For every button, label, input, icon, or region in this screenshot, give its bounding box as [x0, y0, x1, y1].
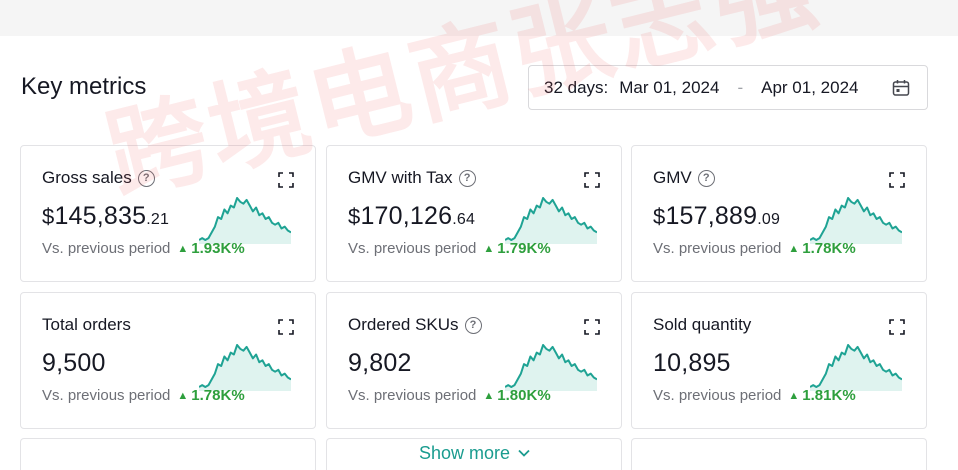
delta-badge: ▲ 1.78K% — [177, 387, 245, 404]
help-icon[interactable]: ? — [697, 169, 715, 187]
sparkline-area — [810, 198, 902, 244]
comparison: Vs. previous period ▲ 1.78K% — [42, 387, 245, 404]
sparkline-chart — [810, 197, 902, 244]
date-range-start: Mar 01, 2024 — [619, 77, 720, 97]
delta-badge: ▲ 1.93K% — [177, 240, 245, 257]
date-range-picker[interactable]: 32 days: Mar 01, 2024 - Apr 01, 2024 — [528, 65, 928, 110]
sparkline-line — [810, 344, 902, 388]
sparkline-chart — [199, 344, 291, 391]
date-range-end: Apr 01, 2024 — [761, 77, 859, 97]
expand-icon[interactable] — [278, 319, 294, 335]
arrow-up-icon: ▲ — [483, 242, 495, 255]
metric-value: 9,802 — [348, 349, 412, 377]
help-icon[interactable]: ? — [137, 169, 155, 187]
arrow-up-icon: ▲ — [177, 242, 189, 255]
metric-title: Gross sales? — [42, 168, 155, 188]
metric-value: $157,889.09 — [653, 202, 781, 230]
sparkline-area — [505, 345, 597, 391]
page-title: Key metrics — [21, 73, 147, 100]
sparkline-line — [199, 197, 291, 241]
show-more-button[interactable]: Show more — [417, 442, 533, 464]
metric-value: 10,895 — [653, 349, 731, 377]
metric-card-sold-quantity[interactable]: Sold quantity 10,895 Vs. previous period… — [631, 292, 927, 429]
expand-icon[interactable] — [584, 172, 600, 188]
sparkline-line — [199, 344, 291, 388]
arrow-up-icon: ▲ — [177, 389, 189, 402]
sparkline-chart — [505, 197, 597, 244]
arrow-up-icon: ▲ — [483, 389, 495, 402]
sparkline-line — [810, 197, 902, 241]
arrow-up-icon: ▲ — [788, 242, 800, 255]
sparkline-area — [199, 345, 291, 391]
sparkline-area — [505, 198, 597, 244]
metric-value: $170,126.64 — [348, 202, 476, 230]
sparkline-line — [505, 344, 597, 388]
comparison: Vs. previous period ▲ 1.93K% — [42, 240, 245, 257]
metric-card-partial — [631, 438, 927, 470]
calendar-icon[interactable] — [892, 79, 910, 97]
comparison: Vs. previous period ▲ 1.81K% — [653, 387, 856, 404]
expand-icon[interactable] — [889, 319, 905, 335]
metric-card-ordered-skus[interactable]: Ordered SKUs? 9,802 Vs. previous period … — [326, 292, 622, 429]
delta-badge: ▲ 1.81K% — [788, 387, 856, 404]
metric-card-total-orders[interactable]: Total orders 9,500 Vs. previous period ▲… — [20, 292, 316, 429]
metric-value: $145,835.21 — [42, 202, 170, 230]
arrow-up-icon: ▲ — [788, 389, 800, 402]
expand-icon[interactable] — [584, 319, 600, 335]
sparkline-line — [505, 197, 597, 241]
sparkline-chart — [199, 197, 291, 244]
comparison: Vs. previous period ▲ 1.80K% — [348, 387, 551, 404]
metric-title: Total orders — [42, 315, 131, 334]
comparison: Vs. previous period ▲ 1.78K% — [653, 240, 856, 257]
sparkline-chart — [810, 344, 902, 391]
metric-card-gmv-with-tax[interactable]: GMV with Tax? $170,126.64 Vs. previous p… — [326, 145, 622, 282]
date-range-separator: - — [737, 77, 744, 97]
delta-badge: ▲ 1.80K% — [483, 387, 551, 404]
metric-title: GMV with Tax? — [348, 168, 476, 188]
metric-title: GMV? — [653, 168, 715, 188]
delta-badge: ▲ 1.78K% — [788, 240, 856, 257]
help-icon[interactable]: ? — [458, 169, 476, 187]
metric-value: 9,500 — [42, 349, 106, 377]
metric-card-partial — [20, 438, 316, 470]
comparison: Vs. previous period ▲ 1.79K% — [348, 240, 551, 257]
sparkline-area — [199, 198, 291, 244]
metric-title: Ordered SKUs? — [348, 315, 482, 335]
sparkline-chart — [505, 344, 597, 391]
date-range-label: 32 days: — [544, 77, 609, 97]
sparkline-area — [810, 345, 902, 391]
expand-icon[interactable] — [889, 172, 905, 188]
delta-badge: ▲ 1.79K% — [483, 240, 551, 257]
chevron-down-icon — [518, 449, 530, 457]
help-icon[interactable]: ? — [464, 316, 482, 334]
metric-card-gross-sales[interactable]: Gross sales? $145,835.21 Vs. previous pe… — [20, 145, 316, 282]
metric-card-gmv[interactable]: GMV? $157,889.09 Vs. previous period ▲ 1.… — [631, 145, 927, 282]
expand-icon[interactable] — [278, 172, 294, 188]
metric-title: Sold quantity — [653, 315, 752, 334]
